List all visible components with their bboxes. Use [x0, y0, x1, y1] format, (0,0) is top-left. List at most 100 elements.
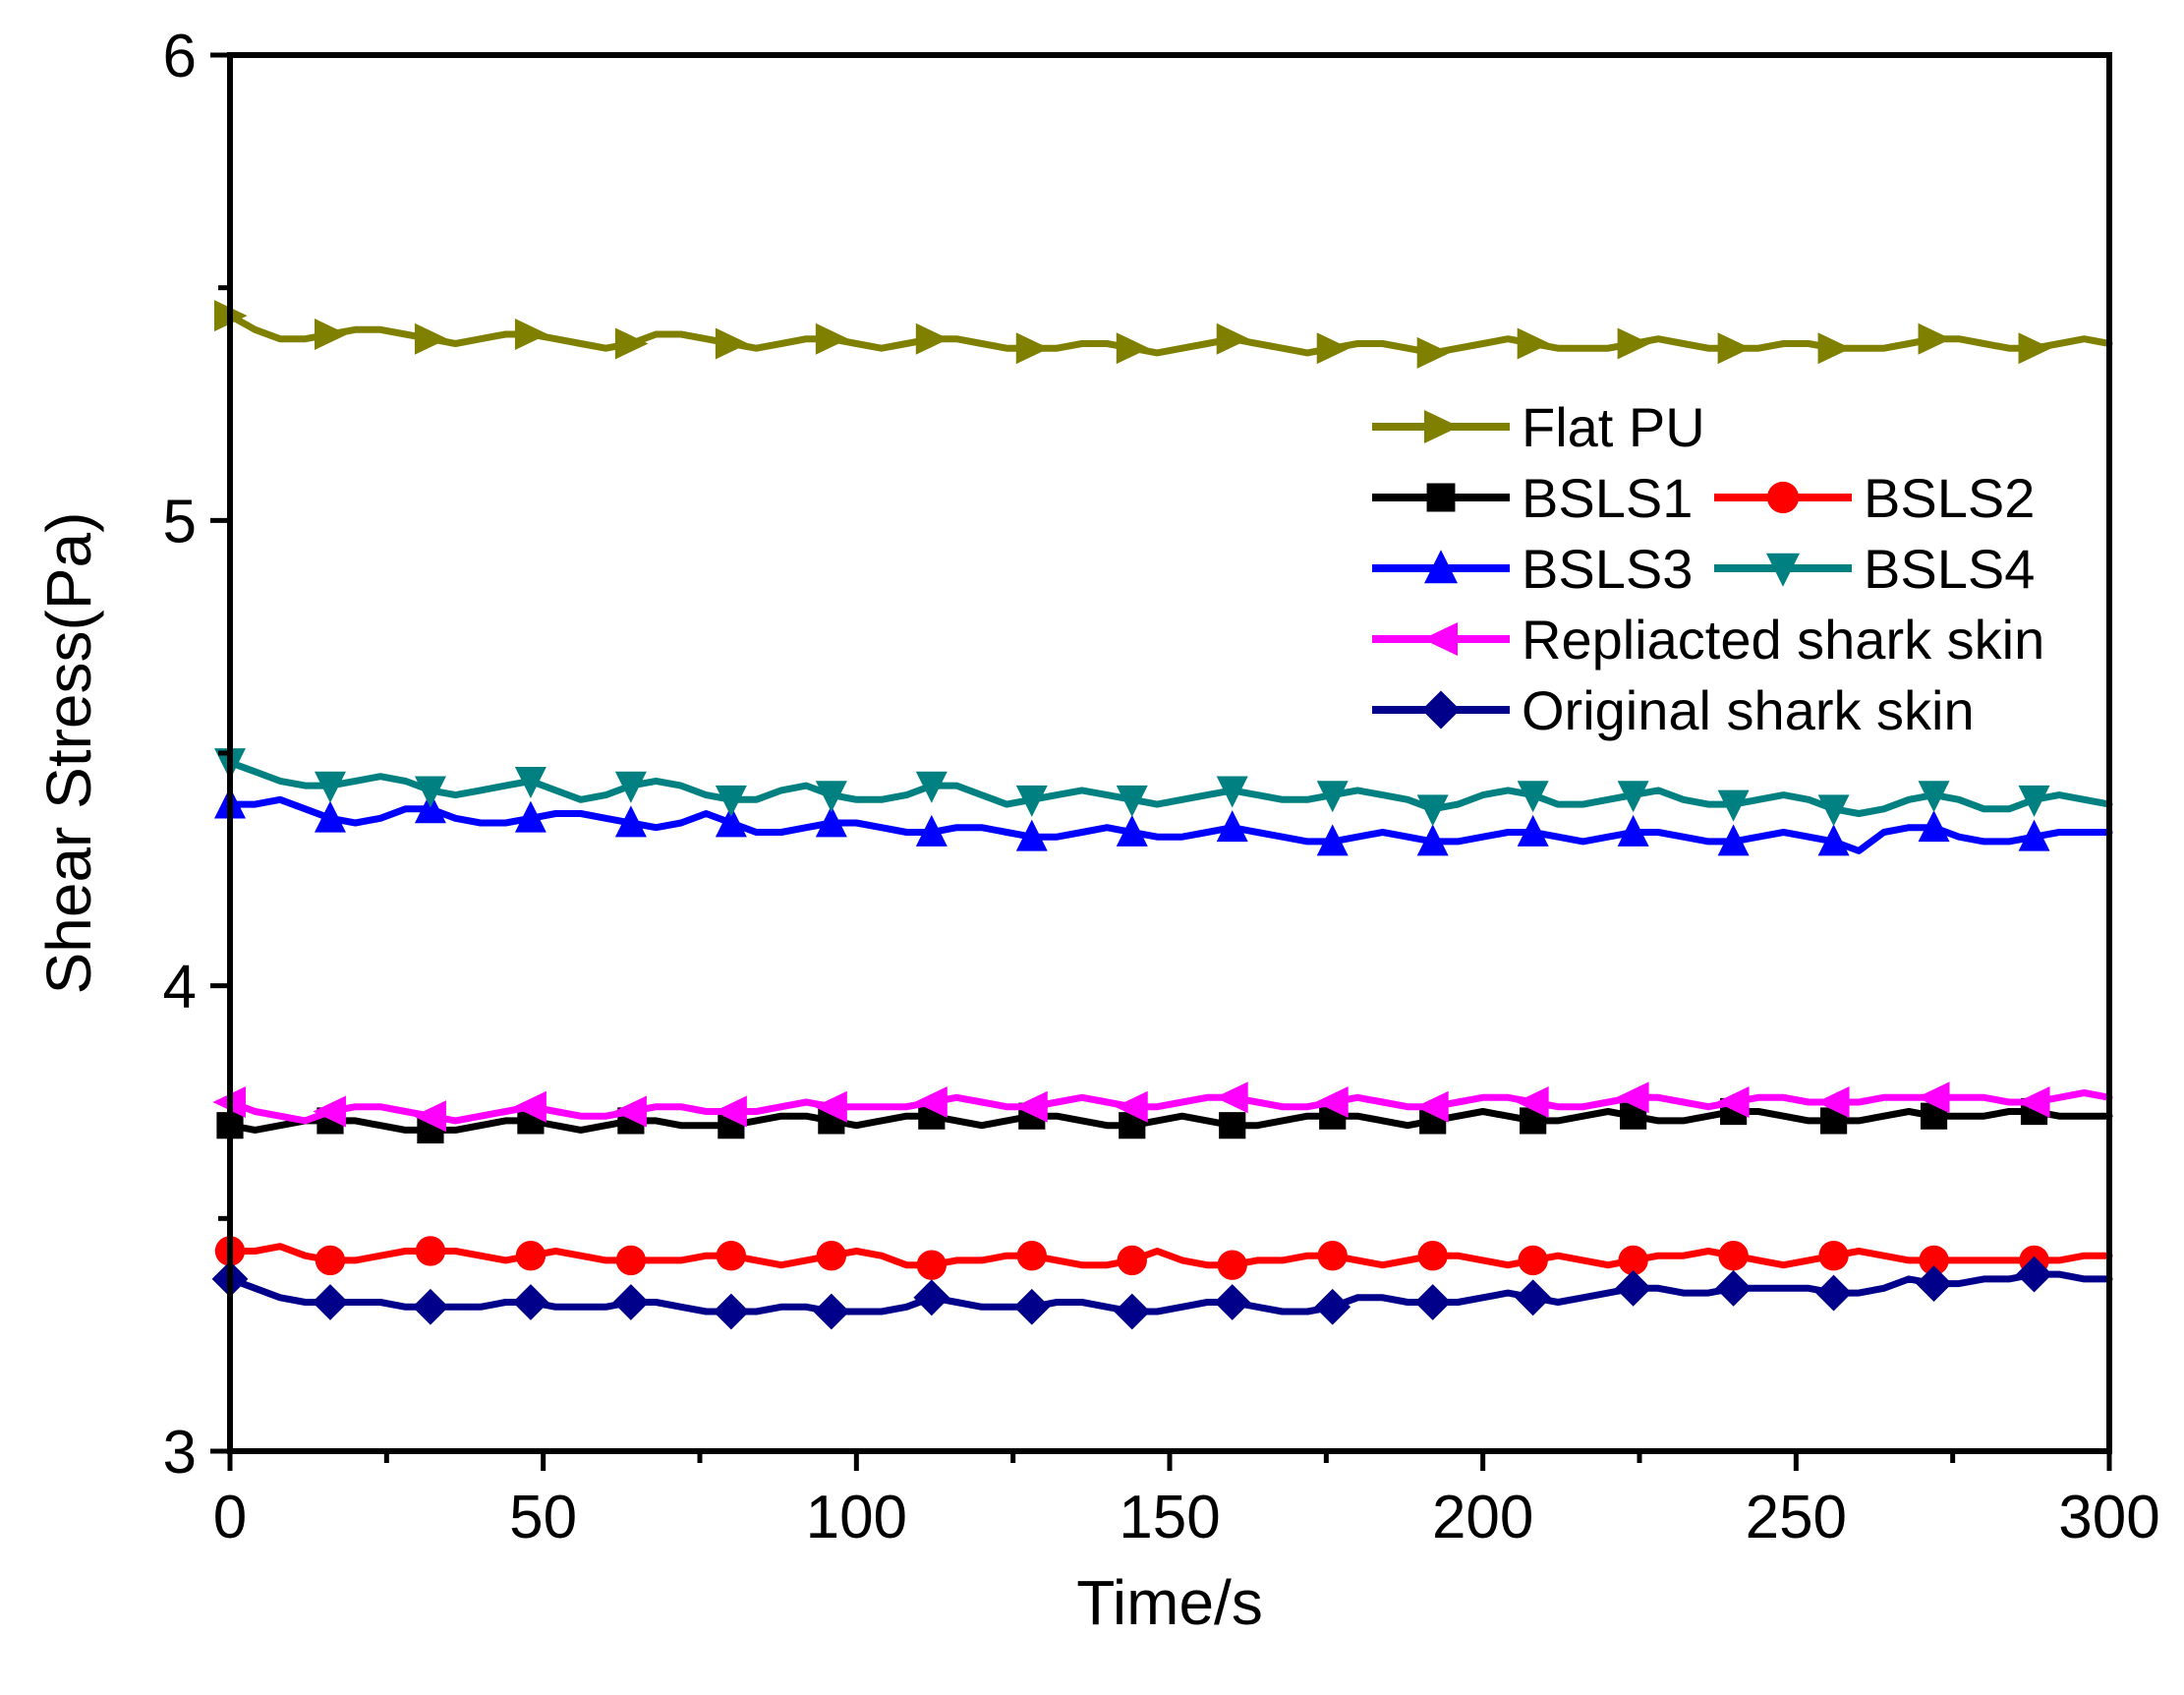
legend-label: BSLS3 — [1522, 538, 1693, 600]
data-point-bsls4 — [1116, 785, 1148, 817]
series-repliacted-shark-skin — [212, 1081, 2113, 1133]
x-tick-label: 100 — [806, 1484, 907, 1551]
data-point-bsls4 — [614, 771, 647, 803]
data-point-bsls2 — [1618, 1245, 1648, 1276]
data-point-bsls3 — [1617, 814, 1649, 847]
legend-swatch-marker — [1422, 622, 1458, 656]
x-tick-label: 300 — [2058, 1484, 2159, 1551]
data-point-bsls1 — [1219, 1112, 1246, 1140]
y-axis-label: Shear Stress(Pa) — [33, 512, 104, 995]
data-point-bsls2 — [1016, 1241, 1047, 1271]
data-point-bsls2 — [415, 1236, 446, 1266]
data-point-repliacted-shark-skin — [1716, 1086, 1750, 1118]
data-point-repliacted-shark-skin — [914, 1086, 948, 1118]
legend-item-original-shark-skin: Original shark skin — [1372, 679, 1975, 741]
x-tick-label: 250 — [1746, 1484, 1847, 1551]
data-point-repliacted-shark-skin — [613, 1095, 647, 1128]
data-point-bsls2 — [1217, 1250, 1247, 1280]
data-point-flat-pu — [1617, 327, 1651, 360]
data-point-repliacted-shark-skin — [1014, 1090, 1048, 1123]
data-point-bsls3 — [1015, 819, 1048, 851]
data-point-bsls1 — [1119, 1112, 1146, 1140]
legend-label: BSLS1 — [1522, 467, 1693, 529]
legend-swatch-marker — [1766, 553, 1800, 587]
data-point-repliacted-shark-skin — [513, 1090, 546, 1123]
data-point-bsls2 — [816, 1241, 847, 1271]
data-point-original-shark-skin — [512, 1284, 549, 1320]
data-point-flat-pu — [1717, 332, 1752, 365]
data-point-flat-pu — [715, 327, 749, 360]
legend-label: Repliacted shark skin — [1522, 609, 2044, 671]
data-point-flat-pu — [1817, 332, 1852, 365]
data-point-bsls4 — [715, 785, 747, 817]
data-point-bsls2 — [615, 1245, 647, 1276]
data-point-original-shark-skin — [1615, 1269, 1652, 1307]
x-tick-label: 150 — [1119, 1484, 1220, 1551]
data-point-bsls3 — [915, 814, 948, 847]
data-point-flat-pu — [2018, 332, 2052, 365]
data-point-bsls1 — [1520, 1107, 1547, 1135]
data-point-flat-pu — [915, 322, 949, 355]
data-point-flat-pu — [614, 327, 649, 360]
data-point-repliacted-shark-skin — [1315, 1086, 1349, 1118]
series-flat-pu — [214, 300, 2113, 369]
data-point-bsls4 — [314, 771, 346, 803]
plot-area — [230, 55, 2109, 1451]
data-point-bsls3 — [1918, 810, 1950, 843]
legend-item-bsls2: BSLS2 — [1714, 467, 2035, 529]
data-point-flat-pu — [1416, 336, 1451, 369]
data-point-repliacted-shark-skin — [413, 1100, 446, 1133]
data-point-bsls4 — [2018, 785, 2050, 817]
data-point-flat-pu — [1015, 332, 1050, 365]
data-point-original-shark-skin — [913, 1279, 950, 1316]
data-point-flat-pu — [1918, 322, 1952, 355]
data-point-flat-pu — [414, 322, 448, 355]
data-point-bsls3 — [1717, 824, 1750, 856]
legend-swatch-marker — [1766, 481, 1800, 514]
series-line-bsls3 — [226, 795, 2113, 854]
data-point-bsls3 — [614, 805, 647, 838]
data-point-bsls4 — [1416, 794, 1449, 827]
x-tick-label: 50 — [509, 1484, 577, 1551]
data-point-original-shark-skin — [312, 1284, 349, 1320]
data-point-bsls1 — [1920, 1102, 1948, 1130]
data-point-repliacted-shark-skin — [814, 1090, 847, 1123]
data-point-repliacted-shark-skin — [1415, 1090, 1449, 1123]
data-point-bsls3 — [1316, 824, 1349, 856]
series-bsls2 — [214, 1236, 2113, 1280]
data-point-bsls3 — [1817, 824, 1850, 856]
axis-ticks — [210, 52, 2112, 1471]
data-point-bsls3 — [715, 805, 747, 838]
data-point-repliacted-shark-skin — [2016, 1086, 2050, 1118]
data-point-original-shark-skin — [1214, 1284, 1251, 1320]
legend-swatch-marker — [1426, 483, 1456, 512]
y-tick-label: 4 — [163, 954, 197, 1022]
x-axis-label: Time/s — [1076, 1567, 1263, 1638]
data-point-bsls4 — [414, 776, 446, 808]
data-point-bsls3 — [815, 805, 847, 838]
data-point-original-shark-skin — [612, 1284, 650, 1320]
data-point-bsls3 — [1416, 824, 1449, 856]
series-line-flat-pu — [226, 312, 2113, 357]
data-point-flat-pu — [1116, 332, 1150, 365]
data-point-repliacted-shark-skin — [313, 1095, 346, 1128]
data-point-bsls2 — [1718, 1241, 1749, 1271]
legend-item-repliacted-shark-skin: Repliacted shark skin — [1372, 609, 2044, 671]
data-point-bsls2 — [716, 1241, 747, 1271]
data-point-bsls2 — [1117, 1245, 1147, 1276]
data-point-bsls4 — [815, 781, 847, 813]
legend-swatch-marker — [1424, 410, 1460, 443]
series-line-bsls4 — [226, 759, 2113, 817]
data-point-bsls4 — [1216, 776, 1248, 808]
legend-item-bsls1: BSLS1 — [1372, 467, 1693, 529]
series-bsls4 — [214, 748, 2113, 827]
y-tick-label: 5 — [163, 488, 197, 555]
y-tick-label: 3 — [163, 1419, 197, 1487]
data-point-original-shark-skin — [1815, 1274, 1852, 1312]
legend-item-bsls3: BSLS3 — [1372, 538, 1693, 600]
data-point-bsls4 — [1817, 794, 1850, 827]
axis-tick-labels: 0 50 100 150 200 250 300 3 4 5 6 — [163, 23, 2160, 1551]
data-point-bsls3 — [1517, 814, 1549, 847]
data-point-original-shark-skin — [713, 1293, 750, 1330]
data-point-bsls4 — [1517, 781, 1549, 813]
